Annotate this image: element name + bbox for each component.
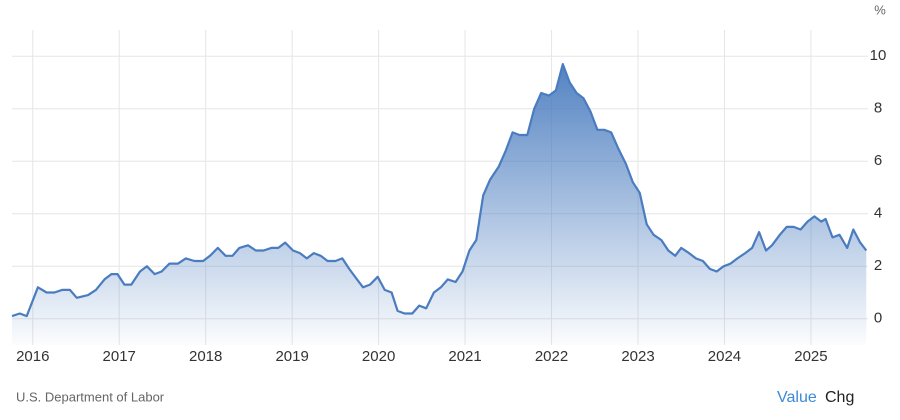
y-tick-label: 6 bbox=[874, 152, 882, 169]
area bbox=[12, 64, 867, 345]
x-tick-label: 2024 bbox=[708, 348, 741, 365]
x-tick-label: 2020 bbox=[362, 348, 395, 365]
x-tick-label: 2025 bbox=[794, 348, 827, 365]
value-button[interactable]: Value bbox=[777, 389, 817, 406]
source: U.S. Department of Labor bbox=[16, 389, 165, 404]
x-tick-label: 2023 bbox=[621, 348, 654, 365]
x-tick-label: 2022 bbox=[535, 348, 568, 365]
y-tick-label: 2 bbox=[874, 257, 882, 274]
x-tick-label: 2017 bbox=[103, 348, 136, 365]
y-tick-label: 0 bbox=[874, 310, 882, 327]
y-tick-label: 10 bbox=[870, 47, 887, 64]
x-tick-label: 2018 bbox=[189, 348, 222, 365]
line bbox=[11, 62, 868, 318]
x-tick-label: 2019 bbox=[275, 348, 308, 365]
y-tick-label: 4 bbox=[874, 205, 882, 222]
x-tick-label: 2016 bbox=[16, 348, 49, 365]
x-tick-label: 2021 bbox=[448, 348, 481, 365]
y-tick-label: 8 bbox=[874, 100, 882, 117]
y-unit: % bbox=[874, 2, 886, 17]
chg-button[interactable]: Chg bbox=[825, 389, 854, 406]
